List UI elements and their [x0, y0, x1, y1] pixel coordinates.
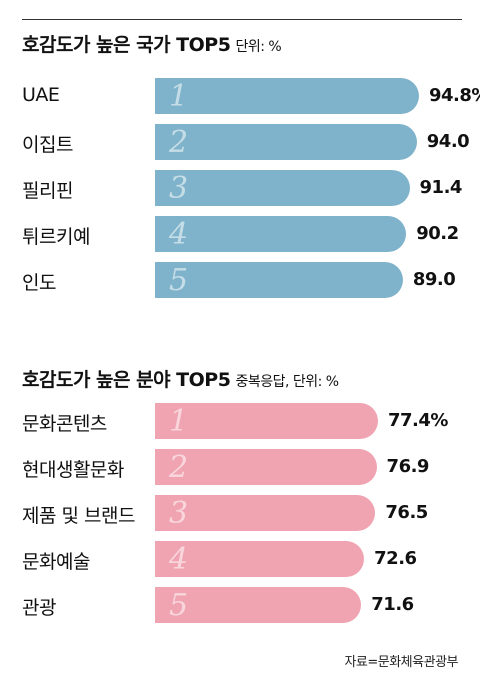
- bar: [155, 495, 376, 531]
- value-label: 91.4: [419, 177, 463, 198]
- value-label: 94.8%: [429, 85, 480, 106]
- category-label: 인도: [22, 272, 56, 294]
- category-label: 튀르키예: [22, 226, 90, 248]
- bar: [155, 216, 407, 252]
- bar: [155, 262, 403, 298]
- category-label: 문화예술: [22, 551, 90, 573]
- rank-number: 2: [169, 450, 189, 485]
- chart-unit: 단위: %: [235, 39, 282, 55]
- category-label: 관광: [22, 597, 56, 619]
- bar-row: 관광 5 71.6: [22, 587, 462, 623]
- source-note: 자료=문화체육관광부: [344, 655, 458, 670]
- category-label: 이집트: [22, 134, 73, 156]
- value-label: 71.6: [371, 594, 414, 615]
- rank-number: 5: [169, 588, 189, 623]
- chart-unit: 중복응답, 단위: %: [235, 374, 339, 390]
- category-label: 현대생활문화: [22, 459, 124, 481]
- bar-row: 제품 및 브랜드 3 76.5: [22, 495, 462, 531]
- bar: [155, 449, 377, 485]
- value-label: 72.6: [374, 548, 417, 569]
- top-rule: [22, 19, 462, 20]
- value-label: 77.4%: [388, 410, 448, 431]
- value-label: 94.0: [426, 131, 470, 152]
- bar: [155, 124, 417, 160]
- bar: [155, 587, 362, 623]
- bar: [155, 403, 378, 439]
- chart-title: 호감도가 높은 분야 TOP5: [22, 369, 231, 391]
- category-label: UAE: [22, 84, 60, 106]
- value-label: 90.2: [416, 223, 459, 244]
- bar-row: 문화콘텐츠 1 77.4%: [22, 403, 462, 439]
- value-label: 89.0: [412, 269, 456, 290]
- chart-title: 호감도가 높은 국가 TOP5: [22, 34, 231, 56]
- bar-row: 인도 5 89.0: [22, 262, 462, 298]
- value-label: 76.9: [386, 456, 430, 477]
- rank-number: 1: [169, 404, 189, 439]
- rank-number: 5: [169, 263, 189, 298]
- bar-row: 튀르키예 4 90.2: [22, 216, 462, 252]
- bar-row: 현대생활문화 2 76.9: [22, 449, 462, 485]
- bar-row: UAE 1 94.8%: [22, 78, 480, 114]
- bar-row: 이집트 2 94.0: [22, 124, 470, 160]
- chart-title-row: 호감도가 높은 국가 TOP5 단위: %: [22, 30, 282, 57]
- bar: [155, 78, 419, 114]
- rank-number: 2: [169, 125, 189, 160]
- value-label: 76.5: [385, 502, 428, 523]
- rank-number: 4: [169, 542, 189, 577]
- chart-title-row: 호감도가 높은 분야 TOP5 중복응답, 단위: %: [22, 365, 339, 392]
- category-label: 필리핀: [22, 180, 73, 202]
- rank-number: 3: [169, 496, 189, 531]
- bar-row: 문화예술 4 72.6: [22, 541, 462, 577]
- rank-number: 1: [169, 79, 189, 114]
- bar: [155, 170, 410, 206]
- rank-number: 3: [169, 171, 189, 206]
- bar: [155, 541, 365, 577]
- category-label: 제품 및 브랜드: [22, 505, 135, 527]
- rank-number: 4: [169, 217, 189, 252]
- bar-row: 필리핀 3 91.4: [22, 170, 462, 206]
- category-label: 문화콘텐츠: [22, 413, 107, 435]
